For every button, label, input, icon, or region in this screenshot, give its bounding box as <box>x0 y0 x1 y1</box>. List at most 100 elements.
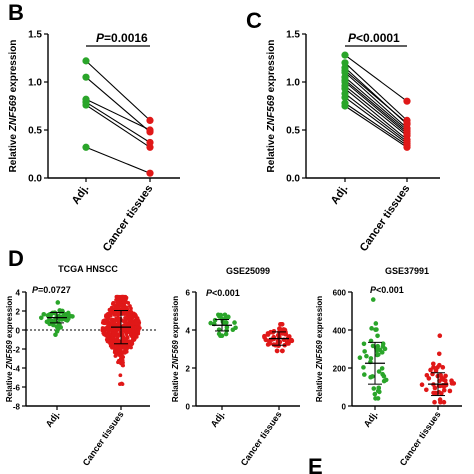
cancer-point-d1 <box>128 304 132 308</box>
x-category-label-c: Adj. <box>329 183 351 207</box>
cancer-point-b <box>146 126 154 134</box>
adj-point-d2 <box>208 320 213 326</box>
cancer-point-d1 <box>126 310 130 315</box>
cancer-point-d1 <box>122 312 127 317</box>
cancer-point-d1 <box>109 310 113 315</box>
y-axis-label-d2: Relative ZNF569 expression <box>171 296 180 402</box>
y-tick-label-b: 1.5 <box>28 30 42 41</box>
y-tick-label-d3: 400 <box>333 327 347 336</box>
cancer-point-d1 <box>118 373 123 378</box>
pair-line-b <box>85 98 151 131</box>
adj-point-d3 <box>364 353 369 359</box>
cancer-point-d1 <box>100 328 105 333</box>
adj-point-d3 <box>381 378 387 384</box>
adj-point-d3 <box>370 343 376 349</box>
x-category-label-d3: Adj. <box>362 409 380 429</box>
y-tick-label-d3: 200 <box>333 365 347 374</box>
cancer-point-d2 <box>270 330 276 335</box>
cancer-point-d1 <box>127 317 132 322</box>
adj-point-d3 <box>361 341 367 347</box>
y-axis-label-d1: Relative ZNF569 expression <box>5 296 14 402</box>
panel-label-b: B <box>8 0 24 25</box>
y-tick-label-d3: 600 <box>333 289 347 298</box>
adj-point-d3 <box>361 365 366 370</box>
pair-line-c <box>344 81 408 135</box>
cancer-point-d1 <box>115 300 120 305</box>
y-axis-label-d3: Relative ZNF569 expression <box>315 296 324 402</box>
cancer-point-d2 <box>279 322 284 327</box>
cancer-point-d2 <box>262 335 267 340</box>
adj-point-b <box>82 101 90 109</box>
adj-point-d3 <box>376 386 382 391</box>
y-tick-label-d1: 4 <box>16 289 21 298</box>
y-tick-label-d2: 0 <box>186 403 191 412</box>
adj-point-d3 <box>373 321 379 326</box>
cancer-point-d1 <box>121 363 125 368</box>
pair-line-c <box>344 93 408 142</box>
adj-point-d1 <box>52 310 58 316</box>
cancer-point-b <box>146 169 154 177</box>
x-category-label-d3: Cancer tissues <box>398 409 443 467</box>
adj-point-b <box>82 73 90 81</box>
cancer-point-d1 <box>124 295 129 300</box>
cancer-point-d1 <box>127 339 132 344</box>
cancer-point-d1 <box>115 294 120 299</box>
adj-point-d1 <box>47 312 53 317</box>
adj-point-d3 <box>362 349 367 354</box>
pair-line-b <box>85 101 151 143</box>
adj-point-c <box>341 66 349 75</box>
cancer-point-d1 <box>135 329 140 334</box>
adj-point-c <box>341 93 349 101</box>
chart-title-d3: GSE37991 <box>385 266 429 276</box>
y-tick-label-c: 0.5 <box>286 126 300 137</box>
cancer-point-d1 <box>108 313 113 318</box>
adj-point-d1 <box>41 311 47 317</box>
y-tick-label-d1: -6 <box>13 384 21 393</box>
cancer-point-d1 <box>112 345 117 350</box>
adj-point-c <box>341 51 349 59</box>
adj-point-d3 <box>380 341 386 347</box>
adj-point-d1 <box>65 313 71 319</box>
cancer-point-d3 <box>437 333 443 339</box>
adj-point-d3 <box>373 396 378 401</box>
cancer-point-d1 <box>116 315 120 320</box>
cancer-point-d2 <box>286 341 291 346</box>
adj-point-d3 <box>369 326 374 331</box>
adj-point-d2 <box>212 317 218 323</box>
pair-line-c <box>344 85 408 137</box>
y-tick-label-d3: 0 <box>342 403 347 412</box>
cancer-point-d3 <box>441 399 447 405</box>
cancer-point-d1 <box>121 294 126 299</box>
chart-title-d1: TCGA HNSCC <box>58 264 118 274</box>
adj-point-d2 <box>232 320 237 325</box>
x-category-label-d2: Adj. <box>209 409 227 429</box>
cancer-point-d1 <box>113 318 117 323</box>
adj-point-d2 <box>218 312 224 318</box>
p-value-label-c: P<0.0001 <box>348 31 400 45</box>
cancer-point-c <box>403 143 411 151</box>
cancer-point-d3 <box>441 387 447 393</box>
cancer-point-b <box>146 143 154 151</box>
cancer-point-d1 <box>118 382 122 387</box>
p-value-label-d3: P<0.001 <box>370 285 404 295</box>
pair-line-c <box>344 76 408 131</box>
cancer-point-d3 <box>438 399 443 405</box>
cancer-point-d1 <box>111 332 116 336</box>
cancer-point-d3 <box>426 376 432 381</box>
cancer-point-d3 <box>432 399 437 405</box>
adj-point-d3 <box>370 297 376 302</box>
x-category-label-d1: Adj. <box>44 409 62 429</box>
y-tick-label-d1: -8 <box>13 403 21 412</box>
pair-line-c <box>344 71 408 129</box>
adj-point-d3 <box>374 327 379 332</box>
adj-point-d3 <box>368 374 373 380</box>
cancer-point-d2 <box>274 348 280 354</box>
y-tick-label-d1: 0 <box>16 327 21 336</box>
cancer-point-d1 <box>133 312 138 317</box>
cancer-point-d1 <box>122 345 127 350</box>
cancer-point-d1 <box>124 306 129 310</box>
y-tick-label-b: 0.5 <box>28 126 42 137</box>
p-value-label-b: P=0.0016 <box>96 31 148 45</box>
cancer-point-d2 <box>279 348 285 354</box>
